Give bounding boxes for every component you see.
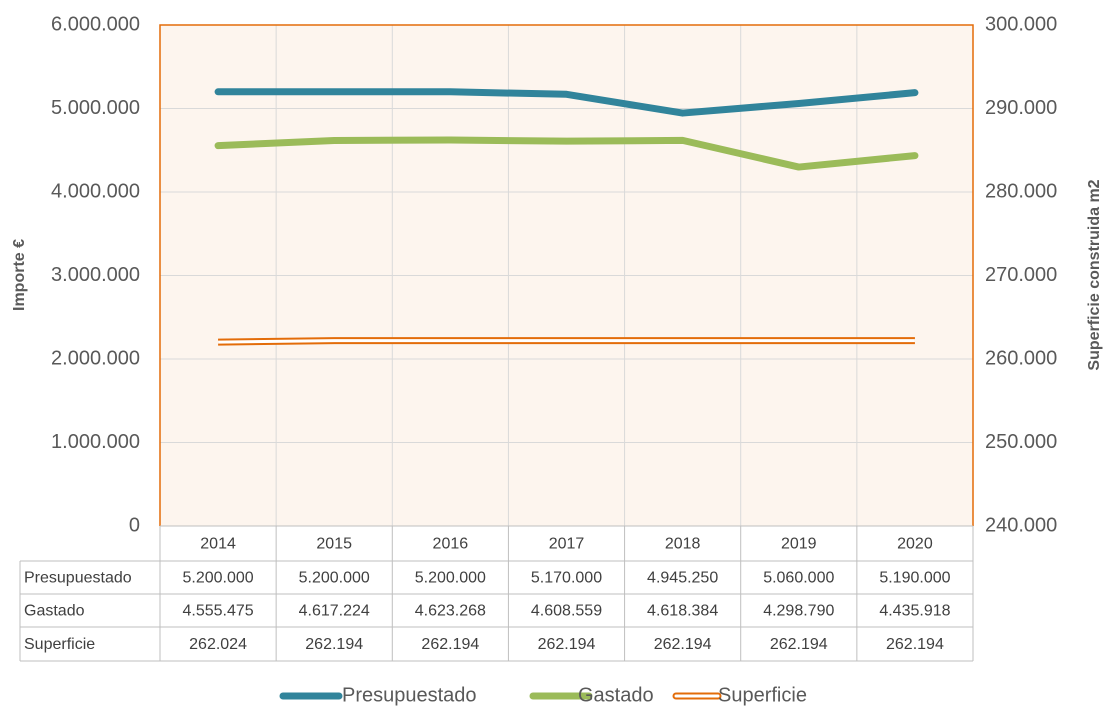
y-tick-label: 0 [129, 514, 140, 536]
table-row-label: Gastado [24, 603, 85, 620]
y2-tick-label: 300.000 [985, 13, 1057, 35]
y2-tick-label: 290.000 [985, 97, 1057, 119]
y-axis-title: Importe € [11, 239, 28, 311]
legend-label: Superficie [718, 684, 807, 706]
table-cell: 262.194 [538, 636, 596, 653]
y-tick-label: 5.000.000 [51, 97, 140, 119]
table-cell: 4.945.250 [647, 570, 718, 587]
x-tick-label: 2014 [200, 536, 236, 553]
line-series-inner [218, 339, 915, 344]
table-cell: 5.200.000 [182, 570, 253, 587]
table-cell: 5.190.000 [879, 570, 950, 587]
line-series [214, 136, 919, 171]
table-cell: 5.200.000 [415, 570, 486, 587]
table-cell: 262.194 [305, 636, 363, 653]
table-cell: 4.618.384 [647, 603, 718, 620]
table-cell: 262.194 [421, 636, 479, 653]
table-cell: 4.608.559 [531, 603, 602, 620]
y-tick-label: 3.000.000 [51, 264, 140, 286]
table-cell: 262.194 [654, 636, 712, 653]
table-cell: 5.060.000 [763, 570, 834, 587]
table-cell: 262.024 [189, 636, 247, 653]
y-tick-label: 1.000.000 [51, 431, 140, 453]
x-tick-label: 2016 [433, 536, 469, 553]
plot-border [159, 24, 974, 526]
x-tick-label: 2018 [665, 536, 701, 553]
table-row-label: Presupuestado [24, 570, 132, 587]
table-cell: 4.298.790 [763, 603, 834, 620]
y2-tick-label: 260.000 [985, 347, 1057, 369]
x-tick-label: 2017 [549, 536, 585, 553]
y2-tick-label: 280.000 [985, 180, 1057, 202]
y2-tick-label: 240.000 [985, 514, 1057, 536]
table-cell: 262.194 [770, 636, 828, 653]
y2-tick-label: 250.000 [985, 431, 1057, 453]
y-tick-label: 2.000.000 [51, 347, 140, 369]
y-tick-label: 4.000.000 [51, 180, 140, 202]
legend-label: Gastado [578, 684, 654, 706]
x-tick-label: 2019 [781, 536, 817, 553]
y2-tick-label: 270.000 [985, 264, 1057, 286]
x-tick-label: 2020 [897, 536, 933, 553]
table-cell: 4.555.475 [182, 603, 253, 620]
line-series [214, 88, 919, 117]
table-cell: 262.194 [886, 636, 944, 653]
table-cell: 4.435.918 [879, 603, 950, 620]
legend-label: Presupuestado [342, 684, 477, 706]
y2-axis-title: Superficie construida m2 [1086, 179, 1103, 370]
y-tick-label: 6.000.000 [51, 13, 140, 35]
table-cell: 5.170.000 [531, 570, 602, 587]
table-row-label: Superficie [24, 636, 95, 653]
table-cell: 4.617.224 [299, 603, 370, 620]
table-cell: 4.623.268 [415, 603, 486, 620]
table-cell: 5.200.000 [299, 570, 370, 587]
x-tick-label: 2015 [316, 536, 352, 553]
